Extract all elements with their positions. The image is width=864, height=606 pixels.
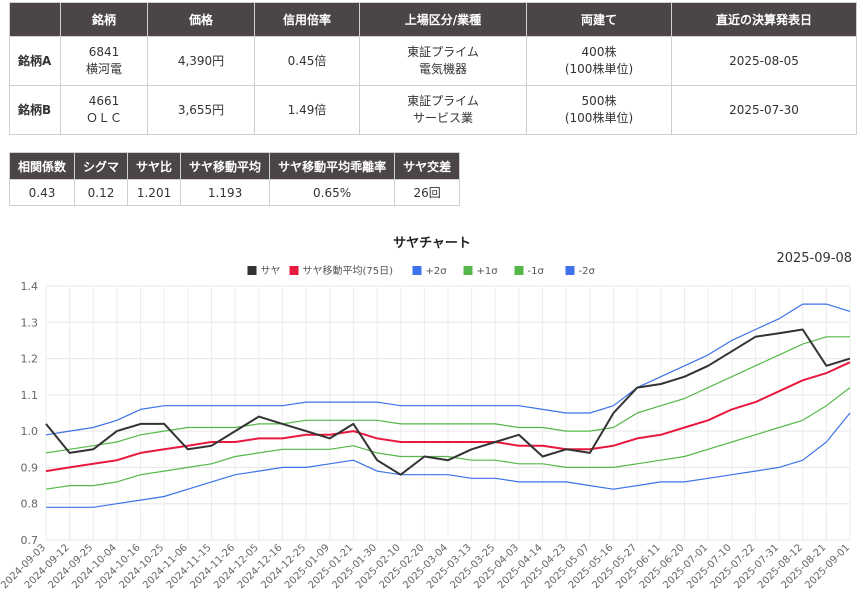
table-header: 銘柄 <box>60 2 148 37</box>
y-tick-label: 0.8 <box>21 498 39 511</box>
stats-header: シグマ <box>74 152 129 180</box>
market-label: 東証プライム <box>407 45 479 59</box>
chart-date-label: 2025-09-08 <box>776 251 852 266</box>
stock-name[interactable]: 横河電 <box>85 62 122 76</box>
unit-label: (100株単位) <box>564 62 634 76</box>
y-tick-label: 0.9 <box>21 461 39 474</box>
y-tick-label: 1.2 <box>21 353 39 366</box>
series-line <box>45 328 851 476</box>
stats-header: サヤ移動平均 <box>180 152 271 180</box>
stats-header: サヤ移動平均乖離率 <box>269 152 396 180</box>
margin-ratio-cell: 0.45倍 <box>254 36 360 86</box>
legend-label: +1σ <box>477 266 499 277</box>
legend-label: -2σ <box>579 266 596 277</box>
table-header: 価格 <box>147 2 255 37</box>
stock-cell: 6841 横河電 <box>60 36 148 86</box>
sigma-value: 0.12 <box>74 179 129 206</box>
shares-label: 500株 <box>581 94 617 108</box>
table-header: 上場区分/業種 <box>359 2 527 37</box>
spread-ratio-value: 1.201 <box>127 179 182 206</box>
stock-pair-table: 銘柄 価格 信用倍率 上場区分/業種 両建て 直近の決算発表日 銘柄A 6841… <box>9 2 857 135</box>
series-line <box>45 336 850 454</box>
spread-chart: 0.70.80.91.01.11.21.31.42024-09-032024-0… <box>0 264 852 591</box>
series-line <box>45 387 851 490</box>
stock-code: 4661 <box>88 94 120 108</box>
y-tick-label: 1.4 <box>21 280 39 293</box>
stats-header-row: 相関係数 シグマ サヤ比 サヤ移動平均 サヤ移動平均乖離率 サヤ交差 <box>8 152 461 180</box>
correlation-value: 0.43 <box>8 179 76 206</box>
shares-cell: 400株 (100株単位) <box>526 36 672 86</box>
y-tick-label: 1.1 <box>21 389 39 402</box>
shares-label: 400株 <box>581 45 617 59</box>
margin-ratio-cell: 1.49倍 <box>254 85 360 135</box>
series-line <box>45 361 851 473</box>
stock-name[interactable]: ＯＬＣ <box>85 111 122 125</box>
earnings-date-cell: 2025-07-30 <box>671 85 857 135</box>
spread-deviation-value: 0.65% <box>269 179 396 206</box>
series-line <box>45 303 851 436</box>
spread-stats-table: 相関係数 シグマ サヤ比 サヤ移動平均 サヤ移動平均乖離率 サヤ交差 0.43 … <box>8 152 461 206</box>
shares-cell: 500株 (100株単位) <box>526 85 672 135</box>
legend-label: サヤ <box>261 265 281 277</box>
earnings-date-cell: 2025-08-05 <box>671 36 857 86</box>
legend-swatch <box>463 266 473 275</box>
stock-cell: 4661 ＯＬＣ <box>60 85 148 135</box>
market-cell: 東証プライム 電気機器 <box>359 36 527 86</box>
series-line <box>46 412 851 508</box>
stats-header: サヤ比 <box>127 152 182 180</box>
table-header: 両建て <box>526 2 672 37</box>
stock-code: 6841 <box>88 45 120 59</box>
row-label: 銘柄A <box>9 36 61 86</box>
row-label: 銘柄B <box>9 85 61 135</box>
table-header: 信用倍率 <box>254 2 360 37</box>
market-label: 東証プライム <box>407 94 479 108</box>
legend-swatch <box>289 266 299 275</box>
table-row: 銘柄B 4661 ＯＬＣ 3,655円 1.49倍 東証プライム サービス業 500… <box>9 85 857 135</box>
spread-cross-value: 26回 <box>394 179 461 206</box>
industry-label: 電気機器 <box>418 62 467 76</box>
stats-value-row: 0.43 0.12 1.201 1.193 0.65% 26回 <box>8 179 461 206</box>
market-cell: 東証プライム サービス業 <box>359 85 527 135</box>
y-tick-label: 1.0 <box>21 425 39 438</box>
table-header-corner <box>9 2 61 37</box>
stats-header: サヤ交差 <box>394 152 461 180</box>
legend-swatch <box>247 266 257 275</box>
table-row: 銘柄A 6841 横河電 4,390円 0.45倍 東証プライム 電気機器 400株… <box>9 36 857 86</box>
legend-label: +2σ <box>426 266 448 277</box>
legend-label: -1σ <box>528 266 545 277</box>
table-header: 直近の決算発表日 <box>671 2 857 37</box>
unit-label: (100株単位) <box>564 111 634 125</box>
legend-label: サヤ移動平均(75日) <box>303 264 394 277</box>
y-tick-label: 0.7 <box>21 534 39 547</box>
legend-swatch <box>412 266 422 275</box>
price-cell: 3,655円 <box>147 85 255 135</box>
table-header-row: 銘柄 価格 信用倍率 上場区分/業種 両建て 直近の決算発表日 <box>9 2 857 37</box>
legend-swatch <box>514 266 524 275</box>
industry-label: サービス業 <box>412 111 473 125</box>
price-cell: 4,390円 <box>147 36 255 86</box>
legend-swatch <box>565 266 575 275</box>
chart-title: サヤチャート <box>393 236 471 251</box>
spread-ma-value: 1.193 <box>180 179 271 206</box>
stats-header: 相関係数 <box>8 152 76 180</box>
y-tick-label: 1.3 <box>21 316 39 329</box>
